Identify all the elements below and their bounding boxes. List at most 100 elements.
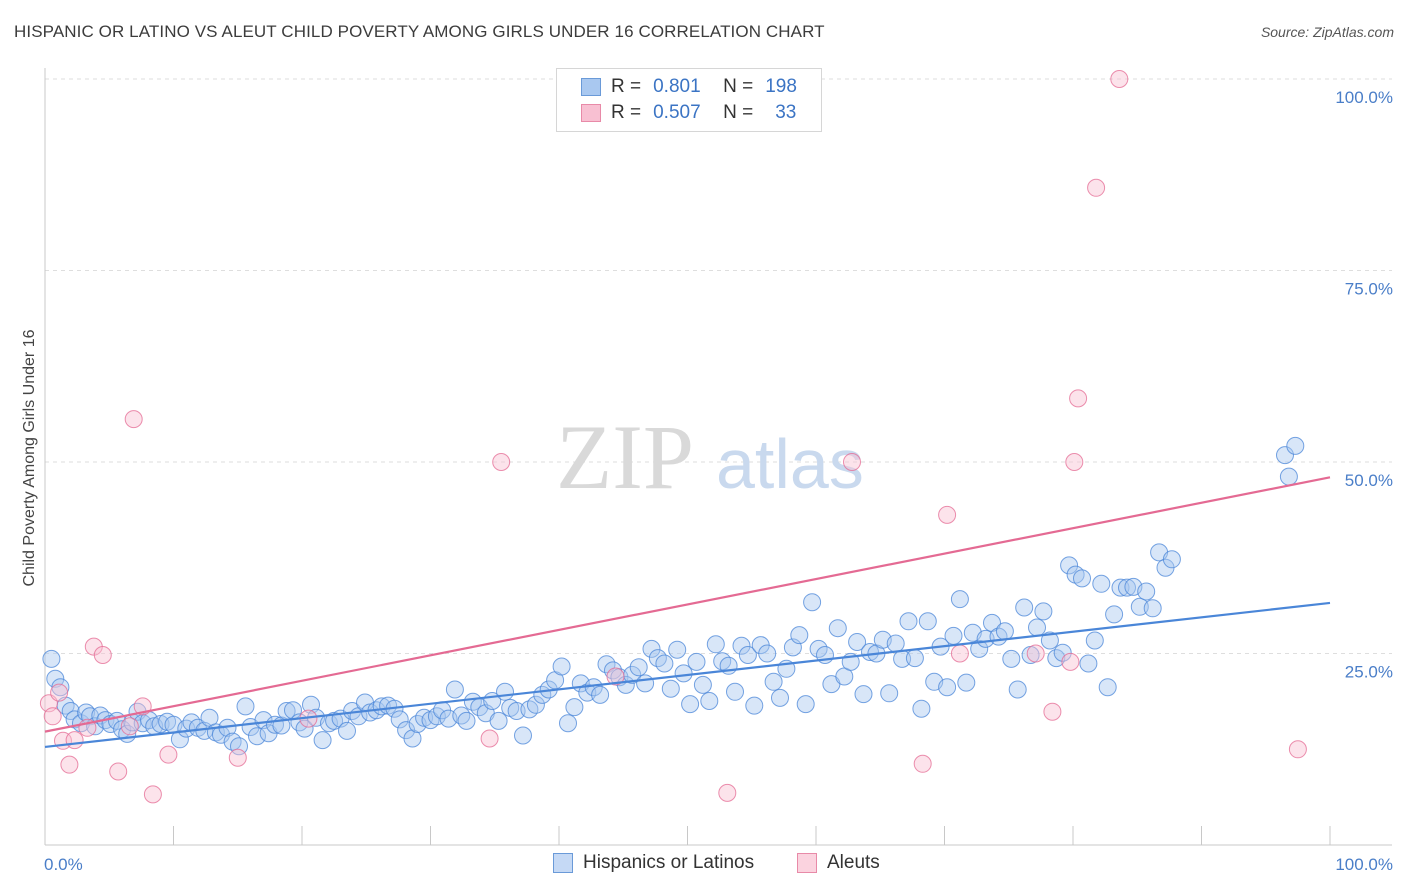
series-legend: Hispanics or Latinos Aleuts [0, 852, 1406, 878]
legend-r-label: R = [611, 102, 642, 123]
point-hispanic [295, 719, 314, 738]
point-hispanic [1053, 643, 1072, 662]
watermark-atlas: atlas [716, 425, 864, 503]
legend-label-hispanics: Hispanics or Latinos [583, 852, 755, 873]
legend-row-aleut: R = 0.507 N = 33 [581, 101, 796, 125]
point-hispanic [552, 657, 571, 676]
point-hispanic [1137, 582, 1156, 601]
point-hispanic [938, 678, 957, 697]
point-hispanic [758, 644, 777, 663]
point-hispanic [403, 729, 422, 748]
legend-item-aleuts[interactable]: Aleuts [797, 852, 880, 874]
legend-r-label: R = [611, 76, 642, 97]
point-hispanic [918, 612, 937, 631]
point-aleut [1026, 644, 1045, 663]
point-hispanic [861, 643, 879, 661]
legend-item-hispanics[interactable]: Hispanics or Latinos [553, 852, 754, 874]
legend-swatch-hispanic [581, 78, 601, 96]
point-aleut [1087, 178, 1106, 197]
point-aleut [1043, 702, 1062, 721]
point-hispanic [1286, 436, 1305, 455]
point-hispanic [514, 726, 532, 745]
point-hispanic [1034, 602, 1053, 621]
point-hispanic [390, 710, 409, 729]
point-aleut [43, 707, 62, 726]
y-axis-label: Child Poverty Among Girls Under 16 [21, 329, 38, 586]
point-hispanic [1073, 569, 1091, 588]
point-aleut [120, 717, 139, 736]
point-hispanic [338, 721, 356, 740]
watermark-zip: ZIP [556, 406, 694, 508]
point-hispanic [681, 695, 700, 714]
point-hispanic [655, 654, 674, 673]
y-tick-labels: 25.0% 50.0% 75.0% 100.0% [1335, 88, 1393, 682]
point-hispanic [1105, 605, 1124, 624]
point-hispanic [899, 612, 918, 631]
point-hispanic [489, 711, 508, 730]
chart-title: HISPANIC OR LATINO VS ALEUT CHILD POVERT… [14, 22, 825, 41]
point-hispanic [957, 673, 976, 692]
point-hispanic [1098, 678, 1117, 697]
point-hispanic [905, 649, 924, 668]
point-hispanic [1279, 467, 1298, 486]
legend-row-hispanic: R = 0.801 N = 198 [581, 75, 797, 99]
point-hispanic [1028, 618, 1046, 637]
point-hispanic [1092, 574, 1111, 593]
point-hispanic [1118, 578, 1136, 597]
point-hispanic [995, 622, 1014, 641]
point-hispanic [1060, 556, 1079, 575]
point-hispanic [61, 702, 80, 720]
point-hispanic [706, 635, 725, 654]
point-hispanic [445, 680, 464, 699]
trendline-aleuts [44, 476, 1331, 733]
point-aleut [480, 729, 499, 748]
point-hispanic [636, 674, 655, 693]
legend-r-value: 0.801 [653, 76, 701, 97]
point-hispanic [732, 636, 751, 655]
legend-label-aleuts: Aleuts [827, 852, 880, 873]
legend-swatch-aleut [581, 104, 601, 122]
point-hispanic [1130, 597, 1149, 616]
point-hispanic [1040, 631, 1059, 650]
point-aleut [60, 755, 79, 774]
point-aleut [492, 453, 511, 471]
y-tick-label: 100.0% [1335, 88, 1393, 107]
point-hispanic [790, 626, 809, 645]
point-hispanic [886, 634, 905, 653]
legend-n-value: 33 [775, 102, 797, 123]
trend-layer [44, 476, 1331, 749]
point-hispanic [42, 649, 61, 668]
point-hispanic [796, 695, 815, 714]
point-hispanic [693, 675, 712, 694]
point-aleut [950, 644, 969, 663]
legend-n-value: 198 [765, 76, 797, 97]
point-hispanic [1111, 578, 1130, 597]
point-hispanic [950, 590, 969, 609]
point-aleut [1110, 70, 1129, 88]
point-aleut [50, 683, 69, 702]
point-hispanic [236, 697, 255, 716]
x-tick-label: 100.0% [1335, 855, 1393, 874]
point-aleut [843, 453, 861, 471]
point-hispanic [970, 639, 989, 658]
point-hispanic [848, 633, 867, 651]
point-hispanic [764, 672, 783, 691]
point-hispanic [559, 714, 577, 733]
point-hispanic [944, 626, 963, 645]
point-hispanic [591, 685, 610, 704]
point-hispanic [687, 652, 706, 671]
point-hispanic [223, 732, 242, 751]
point-hispanic [457, 711, 476, 730]
point-hispanic [912, 699, 931, 718]
point-hispanic [668, 640, 687, 659]
point-hispanic [46, 669, 65, 688]
legend-swatch-aleuts [797, 853, 817, 873]
point-hispanic [828, 619, 847, 638]
point-hispanic [1015, 598, 1034, 617]
legend-r-value: 0.507 [653, 102, 701, 123]
grid-lines [45, 78, 1392, 654]
y-tick-label: 75.0% [1345, 280, 1393, 299]
point-hispanic [1008, 680, 1027, 699]
point-aleut [1061, 652, 1080, 671]
